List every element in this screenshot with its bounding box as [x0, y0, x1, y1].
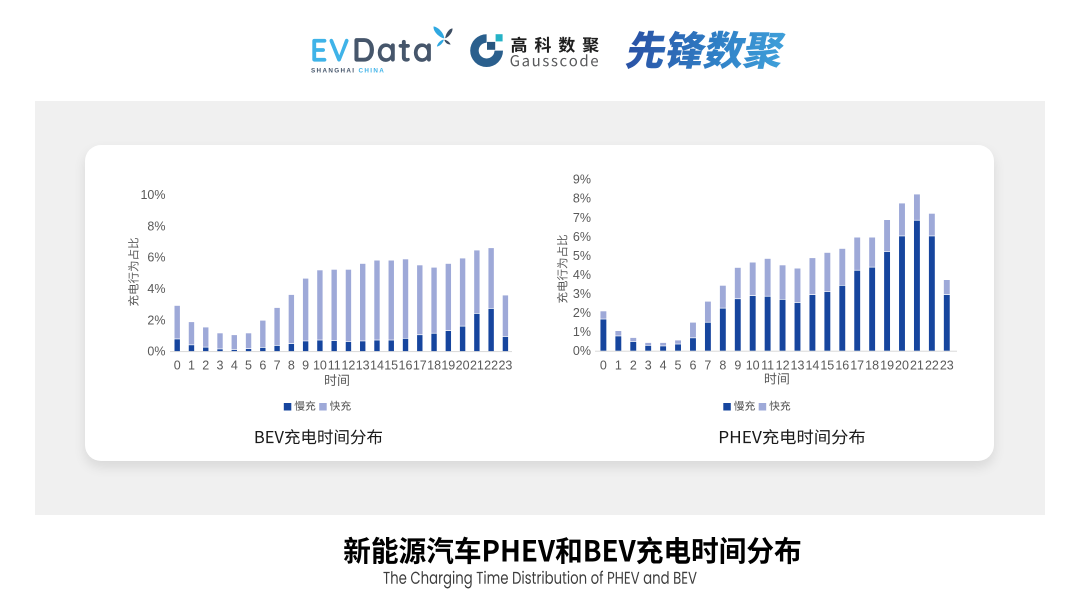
- svg-text:19: 19: [880, 359, 894, 373]
- svg-text:8%: 8%: [573, 192, 591, 206]
- svg-text:15: 15: [820, 359, 834, 373]
- svg-text:1: 1: [615, 359, 622, 373]
- svg-text:6: 6: [690, 359, 697, 373]
- svg-text:12: 12: [776, 359, 790, 373]
- svg-text:10: 10: [746, 359, 760, 373]
- svg-text:1%: 1%: [573, 325, 591, 339]
- svg-text:11: 11: [328, 359, 341, 373]
- svg-text:23: 23: [940, 359, 954, 373]
- svg-text:3: 3: [217, 359, 224, 373]
- svg-text:13: 13: [791, 359, 805, 373]
- svg-text:14: 14: [370, 359, 384, 373]
- svg-text:7: 7: [704, 359, 711, 373]
- svg-text:16: 16: [835, 359, 849, 373]
- svg-text:22: 22: [925, 359, 939, 373]
- svg-text:17: 17: [850, 359, 864, 373]
- svg-text:4: 4: [660, 359, 667, 373]
- svg-text:20: 20: [895, 359, 909, 373]
- svg-text:4%: 4%: [573, 268, 591, 282]
- svg-text:19: 19: [441, 359, 455, 373]
- svg-text:9%: 9%: [573, 173, 591, 187]
- svg-text:17: 17: [413, 359, 427, 373]
- svg-text:2: 2: [630, 359, 637, 373]
- svg-text:SHANGHAI CHINA: SHANGHAI CHINA: [311, 68, 385, 75]
- svg-text:16: 16: [399, 359, 413, 373]
- svg-text:8%: 8%: [147, 219, 165, 233]
- svg-text:8: 8: [719, 359, 726, 373]
- svg-text:3: 3: [645, 359, 652, 373]
- svg-text:0: 0: [174, 359, 181, 373]
- svg-text:18: 18: [427, 359, 441, 373]
- svg-text:1: 1: [188, 359, 195, 373]
- svg-text:6%: 6%: [147, 251, 165, 265]
- svg-text:18: 18: [865, 359, 879, 373]
- svg-text:6%: 6%: [573, 230, 591, 244]
- svg-text:0%: 0%: [147, 345, 165, 359]
- svg-text:10%: 10%: [140, 188, 165, 202]
- svg-text:20: 20: [456, 359, 470, 373]
- svg-text:2%: 2%: [147, 313, 165, 327]
- svg-text:7: 7: [274, 359, 281, 373]
- svg-text:5: 5: [245, 359, 252, 373]
- svg-text:2: 2: [202, 359, 209, 373]
- svg-text:6: 6: [259, 359, 266, 373]
- svg-text:10: 10: [313, 359, 327, 373]
- svg-text:21: 21: [470, 359, 484, 373]
- svg-text:5%: 5%: [573, 249, 591, 263]
- svg-text:11: 11: [761, 359, 774, 373]
- svg-text:9: 9: [302, 359, 309, 373]
- svg-text:8: 8: [288, 359, 295, 373]
- svg-text:4%: 4%: [147, 282, 165, 296]
- svg-text:14: 14: [805, 359, 819, 373]
- svg-text:12: 12: [341, 359, 355, 373]
- svg-text:23: 23: [498, 359, 512, 373]
- svg-text:7%: 7%: [573, 211, 591, 225]
- svg-text:2%: 2%: [573, 306, 591, 320]
- svg-text:3%: 3%: [573, 287, 591, 301]
- svg-text:13: 13: [356, 359, 370, 373]
- svg-text:9: 9: [734, 359, 741, 373]
- svg-text:5: 5: [675, 359, 682, 373]
- svg-text:0%: 0%: [573, 344, 591, 358]
- svg-text:15: 15: [384, 359, 398, 373]
- svg-text:4: 4: [231, 359, 238, 373]
- svg-text:21: 21: [910, 359, 924, 373]
- svg-text:0: 0: [600, 359, 607, 373]
- svg-text:22: 22: [484, 359, 498, 373]
